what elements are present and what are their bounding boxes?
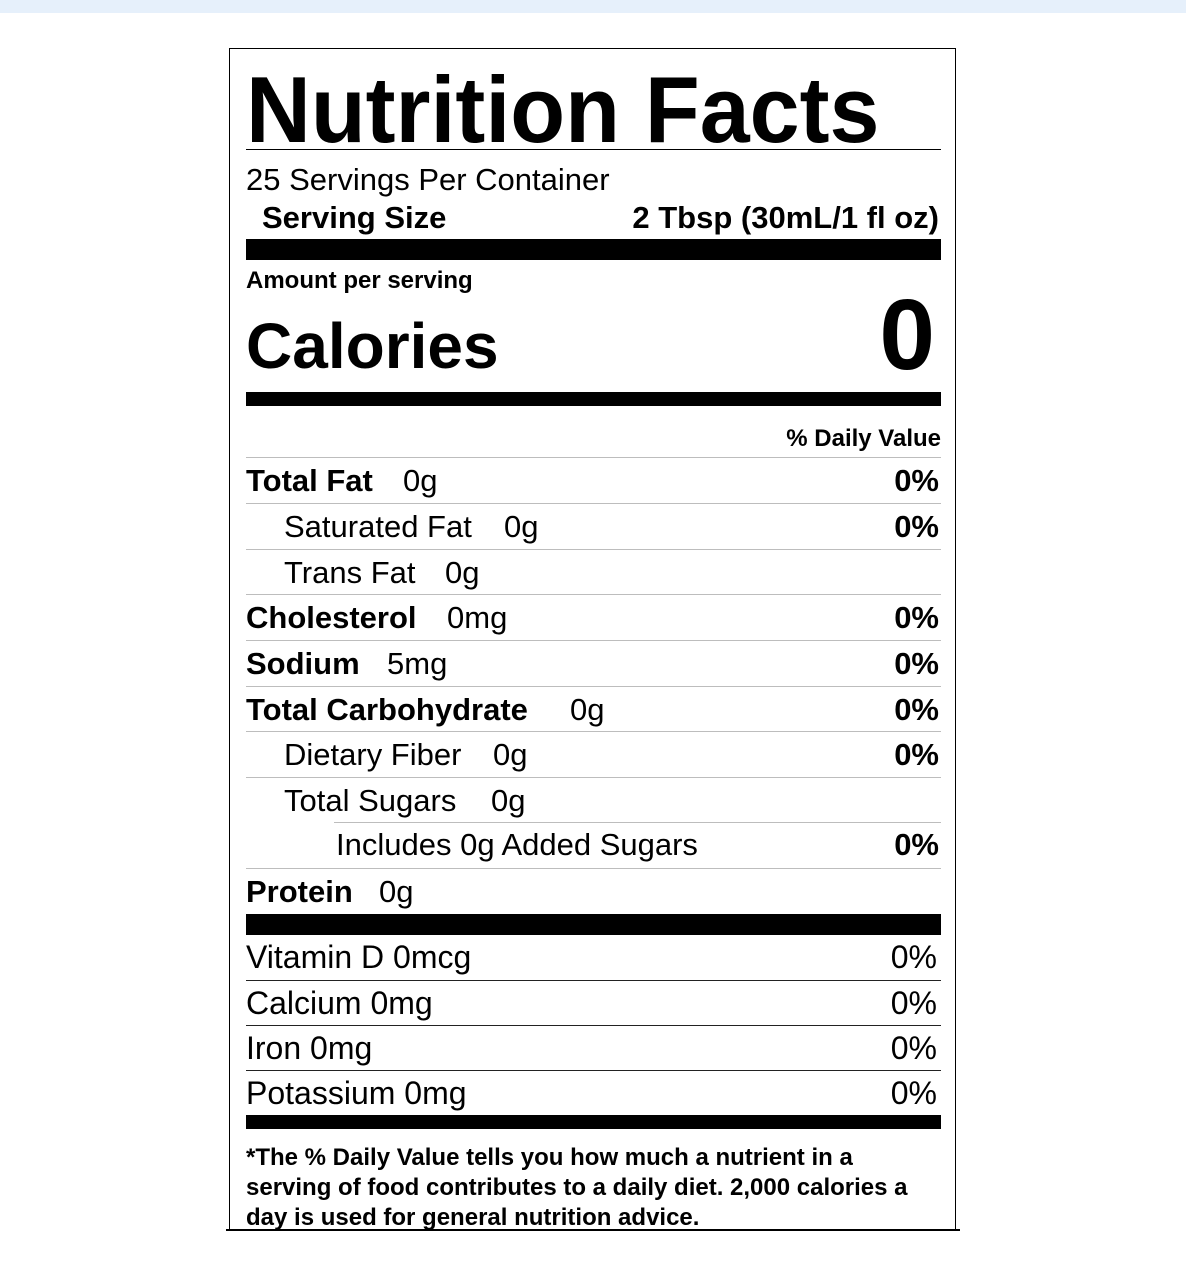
daily-value-header: % Daily Value xyxy=(786,425,941,452)
nutrient-amount: 0g xyxy=(504,509,539,544)
nutrition-facts-label: Nutrition Facts 25 Servings Per Containe… xyxy=(229,48,956,1230)
nutrient-name: Sodium xyxy=(246,646,360,681)
nutrient-dv: 0% xyxy=(894,737,939,772)
nutrient-name: Includes 0g Added Sugars xyxy=(336,827,698,862)
serving-size-label: Serving Size xyxy=(262,200,447,235)
vitamin-row: Vitamin D 0mcg 0% xyxy=(246,935,941,980)
vitamin-row: Calcium 0mg 0% xyxy=(246,980,941,1025)
nutrient-amount: 0g xyxy=(403,463,438,498)
vitamin-dv: 0% xyxy=(890,1030,937,1066)
thick-divider xyxy=(246,239,941,260)
nutrient-name: Saturated Fat xyxy=(284,509,472,544)
nutrient-row: Dietary Fiber 0g 0% xyxy=(246,731,941,777)
vitamin-name: Vitamin D 0mcg xyxy=(246,939,472,975)
nutrient-name: Trans Fat xyxy=(284,555,416,590)
vitamin-name: Iron 0mg xyxy=(246,1030,373,1066)
calories-label: Calories xyxy=(246,310,499,382)
medium-divider xyxy=(246,1115,941,1129)
vitamin-name: Potassium 0mg xyxy=(246,1075,467,1111)
vitamin-dv: 0% xyxy=(890,985,937,1021)
nutrient-name: Total Sugars xyxy=(284,783,457,818)
nutrient-name: Total Fat xyxy=(246,463,373,498)
footnote: *The % Daily Value tells you how much a … xyxy=(246,1144,908,1230)
servings-per-container: 25 Servings Per Container xyxy=(246,162,610,197)
nutrient-dv: 0% xyxy=(894,827,939,862)
label-title: Nutrition Facts xyxy=(246,57,880,162)
nutrient-amount: 0mg xyxy=(447,600,508,635)
top-band xyxy=(0,0,1186,13)
nutrient-amount: 0g xyxy=(445,555,480,590)
nutrient-row: Trans Fat 0g xyxy=(246,549,941,595)
serving-size-value: 2 Tbsp (30mL/1 fl oz) xyxy=(632,200,939,235)
medium-divider xyxy=(246,392,941,406)
nutrient-name: Total Carbohydrate xyxy=(246,692,528,727)
thick-divider xyxy=(246,914,941,935)
nutrient-row: Total Sugars 0g xyxy=(246,777,941,823)
nutrient-amount: 0g xyxy=(493,737,528,772)
row-rule xyxy=(334,822,941,823)
nutrient-row: Includes 0g Added Sugars 0% xyxy=(334,822,941,868)
vitamin-row: Potassium 0mg 0% xyxy=(246,1070,941,1115)
nutrient-name: Cholesterol xyxy=(246,600,417,635)
nutrient-row: Total Fat 0g 0% xyxy=(246,457,941,503)
nutrient-dv: 0% xyxy=(894,692,939,727)
nutrient-dv: 0% xyxy=(894,509,939,544)
nutrient-amount: 5mg xyxy=(387,646,448,681)
nutrient-row: Saturated Fat 0g 0% xyxy=(246,503,941,549)
title-rule xyxy=(246,149,941,150)
calories-value: 0 xyxy=(879,279,935,391)
amount-per-serving: Amount per serving xyxy=(246,267,473,294)
nutrient-row: Cholesterol 0mg 0% xyxy=(246,594,941,640)
nutrient-name: Dietary Fiber xyxy=(284,737,462,772)
vitamin-dv: 0% xyxy=(890,1075,937,1111)
nutrient-dv: 0% xyxy=(894,600,939,635)
nutrient-row: Total Carbohydrate 0g 0% xyxy=(246,686,941,732)
nutrient-amount: 0g xyxy=(570,692,605,727)
nutrient-dv: 0% xyxy=(894,463,939,498)
nutrient-row: Sodium 5mg 0% xyxy=(246,640,941,686)
nutrient-amount: 0g xyxy=(379,874,414,909)
vitamin-row: Iron 0mg 0% xyxy=(246,1025,941,1070)
nutrient-dv: 0% xyxy=(894,646,939,681)
vitamin-dv: 0% xyxy=(890,939,937,975)
nutrient-name: Protein xyxy=(246,874,353,909)
label-bottom-edge xyxy=(226,1229,960,1231)
nutrient-row: Protein 0g xyxy=(246,868,941,914)
nutrient-amount: 0g xyxy=(491,783,526,818)
vitamin-name: Calcium 0mg xyxy=(246,985,433,1021)
